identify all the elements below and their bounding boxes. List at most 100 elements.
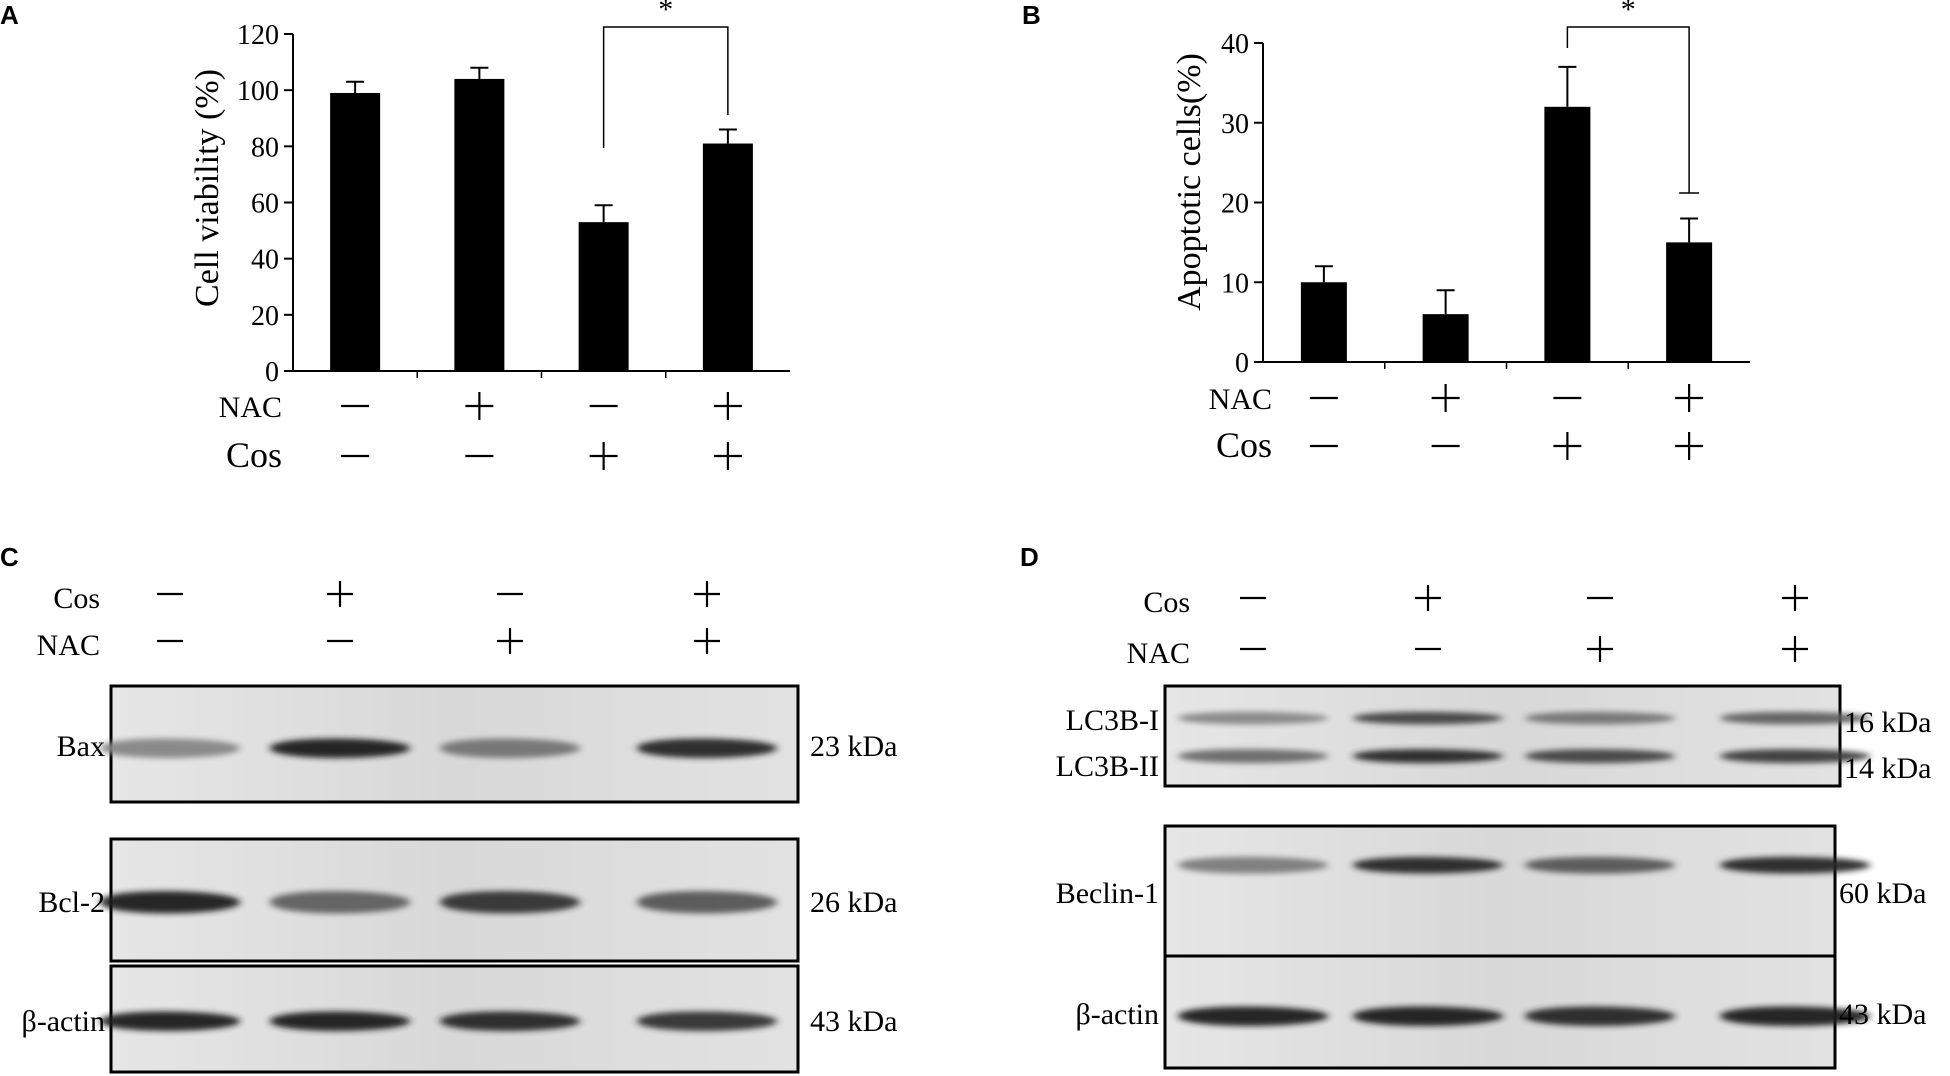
protein-label: β-actin [1075, 998, 1159, 1031]
y-tick-label: 80 [251, 132, 279, 163]
y-axis-label-b: Apoptotic cells(%) [1171, 53, 1208, 311]
molecular-weight-label: 14 kDa [1844, 752, 1931, 785]
band [1178, 749, 1328, 764]
condition-label: NAC [1127, 637, 1190, 670]
plus-sign [1415, 585, 1441, 611]
condition-label: Cos [1216, 425, 1272, 465]
condition-label: NAC [37, 629, 100, 662]
panel-d: D Cos NAC LC3B-I LC3B-II 16 kDa 14 kDa Beclin… [1020, 542, 1931, 1070]
band [1720, 856, 1870, 874]
band [1178, 856, 1328, 874]
plus-sign [1553, 432, 1582, 460]
band [1353, 1006, 1503, 1026]
y-tick-label: 10 [1221, 268, 1249, 299]
blots-c: Bax 23 kDa Bcl-2 26 kDa β-actin 43 kDa [21, 684, 897, 1074]
blot-frame [1163, 684, 1842, 788]
condition-label: NAC [1209, 383, 1272, 416]
condition-label: Cos [226, 435, 282, 475]
bar [1300, 282, 1347, 362]
condition-label: Cos [53, 582, 100, 615]
condition-table-b: NAC Cos [1209, 383, 1704, 465]
band [637, 1011, 777, 1031]
bar-plot-a: 0 20 40 60 80 100 120 * [237, 0, 790, 388]
bar [1666, 242, 1713, 362]
plus-sign [694, 628, 720, 654]
panel-c: C Cos NAC Bax 23 kDa Bcl-2 26 kDa β-actin 43 k… [0, 542, 897, 1074]
panel-letter-b: B [1022, 0, 1041, 30]
plus-sign [713, 392, 742, 420]
panel-letter-a: A [0, 0, 19, 30]
protein-label: LC3B-I [1066, 704, 1159, 737]
molecular-weight-label: 43 kDa [810, 1005, 897, 1038]
band [440, 891, 580, 914]
significance-label: * [658, 0, 673, 26]
band [1525, 1006, 1675, 1026]
band [1353, 856, 1503, 874]
blot-strip: Bax 23 kDa [57, 684, 897, 804]
molecular-weight-label: 60 kDa [1839, 877, 1926, 910]
plus-sign [713, 442, 742, 470]
condition-table-a: NAC Cos [219, 391, 742, 475]
band [270, 891, 410, 914]
band [270, 738, 410, 758]
band [1720, 749, 1870, 764]
plus-sign [1431, 384, 1460, 412]
band [1525, 856, 1675, 874]
band [270, 1011, 410, 1031]
plus-sign [1782, 585, 1808, 611]
condition-label: NAC [219, 391, 282, 424]
plus-sign [1675, 384, 1704, 412]
band [100, 738, 240, 758]
protein-label: Bcl-2 [38, 886, 105, 919]
y-tick-label: 20 [1221, 189, 1249, 220]
band [1178, 711, 1328, 725]
molecular-weight-label: 26 kDa [810, 886, 897, 919]
band [100, 891, 240, 914]
bar [330, 92, 381, 371]
band [440, 1011, 580, 1031]
panel-letter-d: D [1020, 542, 1039, 572]
molecular-weight-label: 43 kDa [1839, 998, 1926, 1031]
plus-sign [1587, 636, 1613, 662]
bar [702, 143, 753, 371]
bar [454, 78, 505, 371]
bar [578, 222, 629, 371]
protein-label: LC3B-II [1056, 750, 1159, 783]
bar [1422, 314, 1469, 362]
panel-b: B Apoptotic cells(%) 0 10 20 30 40 * NAC Cos [1022, 0, 1750, 465]
band [637, 891, 777, 914]
plus-sign [1782, 636, 1808, 662]
band [440, 738, 580, 758]
blot-strip: LC3B-I LC3B-II 16 kDa 14 kDa [1056, 684, 1931, 788]
condition-label: Cos [1143, 586, 1190, 619]
plus-sign [1675, 432, 1704, 460]
y-tick-label: 60 [251, 189, 279, 220]
significance-bracket: * [1566, 0, 1700, 194]
significance-bracket: * [602, 0, 729, 148]
plus-sign [465, 392, 494, 420]
y-tick-label: 100 [237, 76, 279, 107]
molecular-weight-label: 23 kDa [810, 730, 897, 763]
band [1525, 711, 1675, 725]
plus-sign [589, 442, 618, 470]
band [1178, 1006, 1328, 1026]
condition-table-d: Cos NAC [1127, 585, 1808, 670]
blot-strip: Bcl-2 26 kDa [38, 837, 897, 963]
blot-strip: β-actin 43 kDa [1075, 954, 1926, 1070]
y-tick-label: 0 [265, 357, 279, 388]
band [1525, 749, 1675, 764]
y-tick-label: 120 [237, 20, 279, 51]
band [637, 738, 777, 758]
panel-a: A Cell viability (%) 0 20 40 60 80 100 120 * NA… [0, 0, 790, 475]
blot-frame [1163, 824, 1837, 958]
plus-sign [694, 581, 720, 607]
blot-strip: β-actin 43 kDa [21, 964, 897, 1074]
band [100, 1011, 240, 1031]
significance-label: * [1621, 0, 1636, 26]
band [1720, 1006, 1870, 1026]
protein-label: Beclin-1 [1056, 877, 1159, 910]
y-tick-label: 20 [251, 301, 279, 332]
protein-label: β-actin [21, 1005, 105, 1038]
condition-table-c: Cos NAC [37, 581, 720, 662]
